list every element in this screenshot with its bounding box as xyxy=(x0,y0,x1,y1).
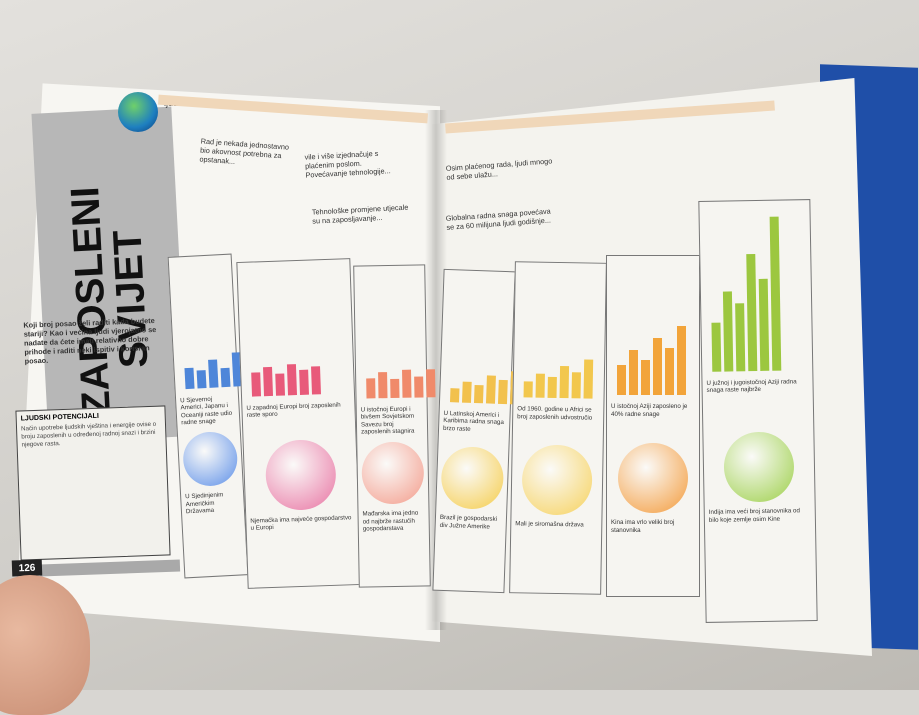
panel-caption: U istočnoj Europi i bivšem Sovjetskom Sa… xyxy=(360,405,415,436)
chart-panel: U istočnoj Aziji zaposleno je 40% radne … xyxy=(606,255,700,597)
chart-bar xyxy=(571,372,581,399)
chart-bar xyxy=(617,365,626,396)
chart-bar xyxy=(390,378,400,398)
chart-bar xyxy=(402,370,412,398)
chart-bar xyxy=(184,367,195,389)
chart-bar xyxy=(485,375,496,404)
bar-area xyxy=(360,276,436,399)
info-box: LJUDSKI POTENCIJALI Način upotrebe ljuds… xyxy=(15,405,171,561)
chart-bar xyxy=(378,371,388,398)
country-text: Indija ima veći broj stanovnika od bilo … xyxy=(708,507,800,524)
panel-caption: Od 1960. godine u Africi se broj zaposle… xyxy=(517,405,593,422)
chart-bar xyxy=(299,369,309,395)
panel-caption: U zapadnoj Europi broj zaposlenih raste … xyxy=(246,401,341,419)
country-text: Mali je siromašna država xyxy=(515,519,584,528)
chart-bar xyxy=(583,359,594,399)
bar-group xyxy=(617,325,686,396)
chart-bar xyxy=(426,368,436,397)
country-text: Kina ima vrlo veliki broj stanovnika xyxy=(611,519,675,534)
chart-panel: U južnoj i jugoistočnoj Aziji radna snag… xyxy=(698,199,818,623)
chart-bar xyxy=(523,380,533,398)
chart-bar xyxy=(653,338,662,396)
chart-bar xyxy=(641,360,650,396)
chart-bar xyxy=(286,363,297,395)
map-globe xyxy=(181,430,239,488)
globe-icon xyxy=(118,92,158,132)
country-text: Njemačka ima najveće gospodarstvo u Euro… xyxy=(250,513,352,532)
chart-bar xyxy=(196,369,207,389)
map-globe xyxy=(521,443,593,516)
country-text: Mađarska ima jedno od najbrže rastućih g… xyxy=(362,509,419,533)
chart-bar xyxy=(497,380,508,404)
intro-text: Koji broj posao želi raditi kada budete … xyxy=(23,316,157,366)
chart-bar xyxy=(535,373,545,399)
chart-bar xyxy=(746,253,758,371)
chart-panel: U istočnoj Europi i bivšem Sovjetskom Sa… xyxy=(353,264,436,588)
bar-group xyxy=(251,363,321,397)
page-number: 126 xyxy=(11,559,43,577)
chart-bar xyxy=(629,350,638,396)
panel-caption: U Latinskoj Americi i Karibima radna sna… xyxy=(442,409,504,433)
chart-bar xyxy=(414,376,424,398)
chart-bar xyxy=(208,358,219,388)
chart-bar xyxy=(559,365,570,399)
chart-bar xyxy=(251,372,262,397)
panel-caption: U istočnoj Aziji zaposleno je 40% radne … xyxy=(611,403,688,418)
chart-bar xyxy=(677,325,686,396)
country-text: U Sjedinjenim Američkim Državama xyxy=(185,491,224,516)
chart-bar xyxy=(220,367,231,387)
bar-group xyxy=(366,368,436,399)
bar-group xyxy=(523,358,594,399)
chart-bar xyxy=(711,322,722,372)
bar-area xyxy=(175,265,255,389)
bar-area xyxy=(244,269,348,397)
chart-bar xyxy=(275,373,285,396)
panel-caption: U Sjevernoj Americi, Japanu i Oceaniji r… xyxy=(179,395,233,427)
chart-bar xyxy=(547,376,557,399)
left-text-col-2: vile i više izjednačuje s plaćenim poslo… xyxy=(304,148,391,180)
bar-area xyxy=(520,272,600,399)
chart-bar xyxy=(461,381,472,403)
chart-bar xyxy=(311,366,321,395)
chart-bar xyxy=(758,278,770,371)
chart-bar xyxy=(722,291,734,372)
chart-panel: U Latinskoj Americi i Karibima radna sna… xyxy=(432,268,521,594)
chart-bar xyxy=(473,384,484,403)
chart-bar xyxy=(450,387,460,403)
chart-bar xyxy=(769,216,782,371)
map-globe xyxy=(723,431,795,503)
map-globe xyxy=(361,441,425,505)
bar-area xyxy=(706,210,807,372)
bar-group xyxy=(710,216,782,372)
chart-bar xyxy=(263,366,274,396)
chart-bar xyxy=(735,303,746,371)
bar-area xyxy=(446,280,521,405)
chart-panel: U zapadnoj Europi broj zaposlenih raste … xyxy=(236,258,362,589)
map-globe xyxy=(440,445,505,511)
chart-bar xyxy=(366,378,376,399)
bar-area xyxy=(613,266,693,396)
map-globe xyxy=(618,443,688,513)
map-globe xyxy=(264,438,337,511)
info-box-text: Način upotrebe ljudskih vještina i energ… xyxy=(20,420,157,449)
bar-group xyxy=(450,369,521,405)
chart-panel: Od 1960. godine u Africi se broj zaposle… xyxy=(509,261,607,595)
chart-bar xyxy=(665,347,674,396)
panel-caption: U južnoj i jugoistočnoj Aziji radna snag… xyxy=(706,377,797,394)
country-text: Brazil je gospodarski div Južne Amerike xyxy=(439,513,498,531)
